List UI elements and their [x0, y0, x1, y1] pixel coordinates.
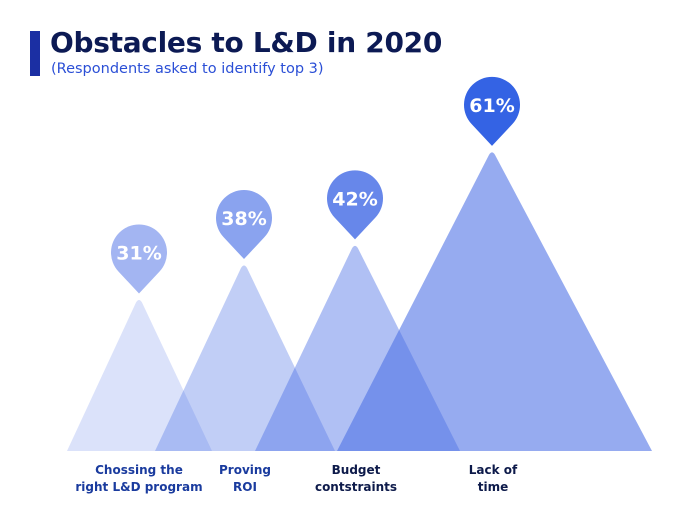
value-pin [111, 224, 167, 294]
category-label-line: contstraints [314, 480, 398, 494]
value-label: 38% [221, 208, 266, 230]
value-label: 61% [469, 95, 514, 117]
category-label-line: Lack of [468, 463, 518, 477]
category-label: Proving ROI [165, 462, 325, 496]
category-label: Budget contstraints [276, 462, 436, 496]
category-label-line: ROI [233, 480, 257, 494]
title-accent-bar [30, 31, 40, 76]
triangle-mark [155, 265, 335, 451]
category-label-line: Budget [331, 463, 381, 477]
value-pin [326, 170, 383, 240]
triangle-mark [67, 299, 212, 451]
value-label: 31% [116, 242, 161, 264]
chart-subtitle: (Respondents asked to identify top 3) [51, 61, 324, 77]
value-pin [216, 190, 273, 260]
value-label: 42% [332, 188, 377, 210]
category-label: Chossing the right L&D program [59, 462, 219, 496]
value-pin [464, 76, 520, 146]
category-label-line: right L&D program [75, 480, 203, 494]
triangle-mark [337, 152, 652, 451]
chart-title: Obstacles to L&D in 2020 [50, 26, 443, 59]
category-label-line: time [477, 480, 509, 494]
category-label-line: Chossing the [95, 463, 183, 477]
category-label: Lack of time [413, 462, 573, 496]
category-label-line: Proving [218, 463, 272, 477]
